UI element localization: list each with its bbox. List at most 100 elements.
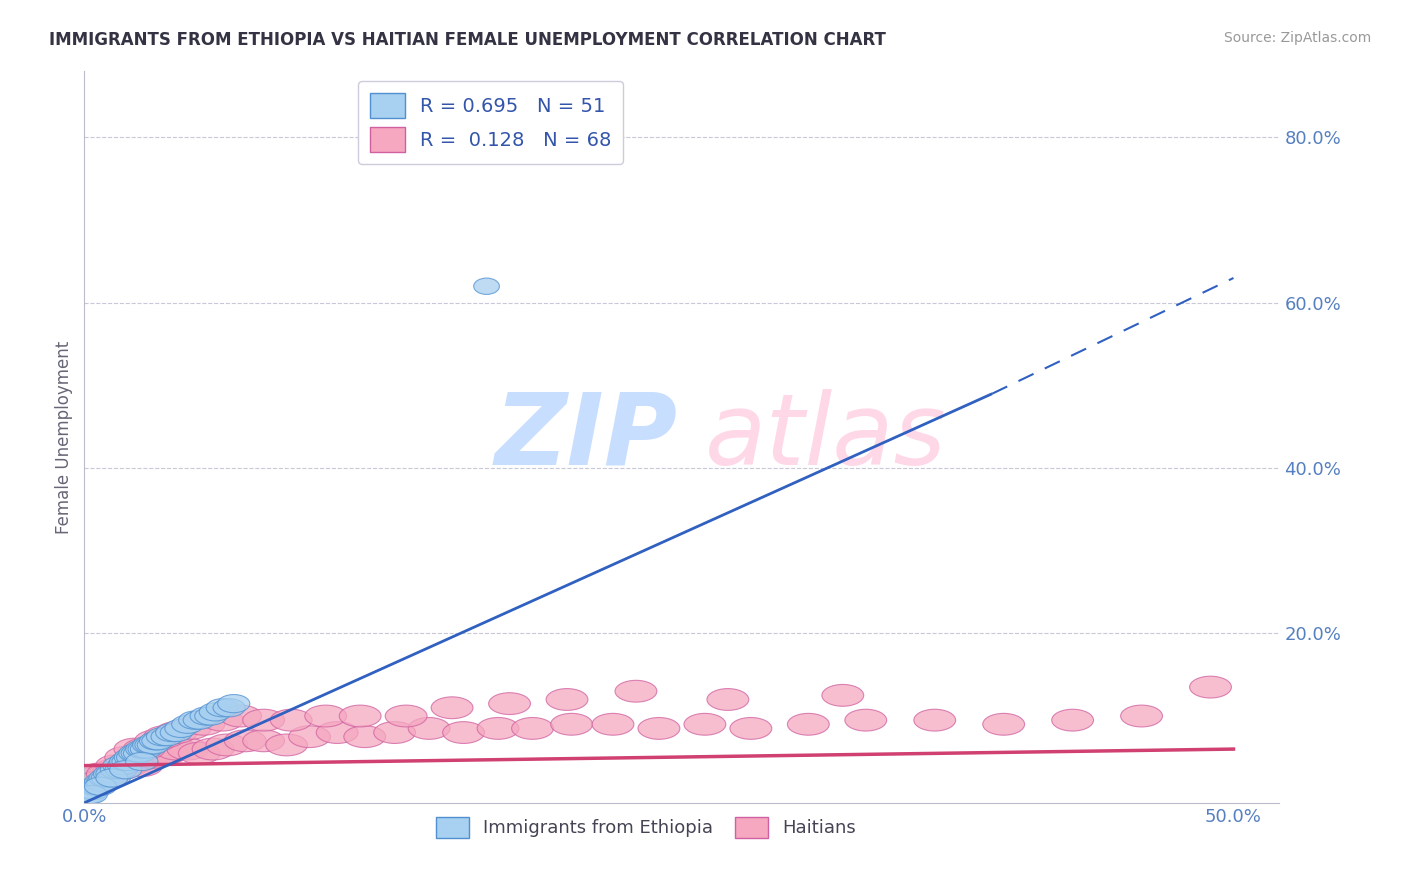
Ellipse shape [139, 731, 172, 750]
Ellipse shape [146, 728, 179, 746]
Ellipse shape [207, 698, 239, 717]
Ellipse shape [160, 723, 193, 741]
Ellipse shape [787, 714, 830, 735]
Ellipse shape [84, 777, 117, 796]
Ellipse shape [142, 731, 174, 750]
Ellipse shape [80, 777, 112, 796]
Ellipse shape [219, 705, 262, 727]
Ellipse shape [77, 781, 110, 799]
Ellipse shape [120, 744, 150, 763]
Ellipse shape [1189, 676, 1232, 698]
Ellipse shape [683, 714, 725, 735]
Text: atlas: atlas [704, 389, 946, 485]
Ellipse shape [75, 781, 107, 799]
Ellipse shape [183, 711, 215, 730]
Ellipse shape [218, 695, 250, 713]
Ellipse shape [179, 742, 221, 764]
Ellipse shape [91, 769, 124, 787]
Ellipse shape [87, 773, 120, 791]
Ellipse shape [1121, 705, 1163, 727]
Ellipse shape [124, 739, 165, 760]
Ellipse shape [121, 755, 163, 777]
Ellipse shape [316, 722, 359, 743]
Ellipse shape [172, 715, 204, 733]
Ellipse shape [98, 769, 131, 787]
Ellipse shape [288, 726, 330, 747]
Ellipse shape [93, 759, 135, 780]
Ellipse shape [339, 705, 381, 727]
Ellipse shape [110, 761, 142, 779]
Ellipse shape [73, 786, 105, 804]
Y-axis label: Female Unemployment: Female Unemployment [55, 341, 73, 533]
Ellipse shape [107, 756, 139, 774]
Ellipse shape [305, 705, 347, 727]
Ellipse shape [110, 752, 142, 771]
Ellipse shape [84, 773, 117, 791]
Ellipse shape [135, 730, 177, 752]
Ellipse shape [150, 728, 183, 746]
Ellipse shape [131, 740, 163, 758]
Ellipse shape [156, 722, 197, 743]
Ellipse shape [103, 756, 135, 774]
Ellipse shape [474, 278, 499, 294]
Ellipse shape [77, 772, 120, 793]
Ellipse shape [385, 705, 427, 727]
Ellipse shape [132, 736, 165, 754]
Ellipse shape [707, 689, 749, 710]
Ellipse shape [551, 714, 592, 735]
Legend: Immigrants from Ethiopia, Haitians: Immigrants from Ethiopia, Haitians [429, 810, 863, 845]
Ellipse shape [121, 744, 153, 763]
Ellipse shape [105, 747, 146, 768]
Ellipse shape [167, 739, 208, 760]
Ellipse shape [546, 689, 588, 710]
Text: ZIP: ZIP [495, 389, 678, 485]
Ellipse shape [190, 707, 222, 725]
Ellipse shape [243, 709, 284, 731]
Ellipse shape [983, 714, 1025, 735]
Ellipse shape [243, 730, 284, 752]
Ellipse shape [107, 755, 149, 777]
Ellipse shape [89, 769, 121, 787]
Ellipse shape [125, 752, 157, 771]
Ellipse shape [512, 717, 554, 739]
Ellipse shape [80, 763, 121, 785]
Ellipse shape [103, 755, 145, 777]
Ellipse shape [205, 734, 247, 756]
Ellipse shape [156, 739, 197, 760]
Ellipse shape [845, 709, 887, 731]
Ellipse shape [111, 750, 153, 772]
Ellipse shape [94, 764, 125, 783]
Ellipse shape [270, 709, 312, 731]
Ellipse shape [125, 740, 157, 758]
Ellipse shape [100, 761, 132, 779]
Ellipse shape [114, 739, 156, 760]
Ellipse shape [169, 717, 211, 739]
Ellipse shape [70, 772, 112, 793]
Ellipse shape [117, 748, 149, 766]
Ellipse shape [135, 736, 167, 754]
Ellipse shape [1052, 709, 1094, 731]
Ellipse shape [592, 714, 634, 735]
Ellipse shape [96, 764, 128, 783]
Ellipse shape [823, 684, 863, 706]
Ellipse shape [86, 763, 128, 785]
Ellipse shape [98, 759, 139, 780]
Ellipse shape [124, 744, 156, 763]
Ellipse shape [266, 734, 308, 756]
Text: IMMIGRANTS FROM ETHIOPIA VS HAITIAN FEMALE UNEMPLOYMENT CORRELATION CHART: IMMIGRANTS FROM ETHIOPIA VS HAITIAN FEMA… [49, 31, 886, 49]
Ellipse shape [344, 726, 385, 747]
Ellipse shape [432, 697, 472, 719]
Ellipse shape [183, 714, 225, 735]
Ellipse shape [374, 722, 416, 743]
Ellipse shape [96, 755, 138, 777]
Ellipse shape [193, 739, 233, 760]
Ellipse shape [477, 717, 519, 739]
Ellipse shape [125, 747, 167, 768]
Ellipse shape [225, 730, 266, 752]
Ellipse shape [105, 761, 138, 779]
Ellipse shape [730, 717, 772, 739]
Ellipse shape [82, 777, 114, 796]
Ellipse shape [117, 750, 157, 772]
Ellipse shape [128, 740, 160, 758]
Ellipse shape [214, 698, 245, 717]
